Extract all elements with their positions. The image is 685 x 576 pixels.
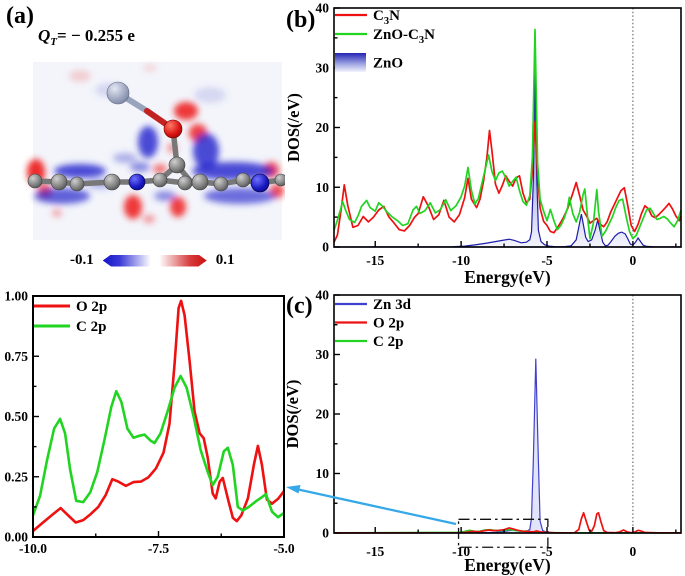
legend-item-C 2p: C 2p <box>34 319 106 335</box>
legend-swatch <box>335 53 366 72</box>
y-tick-label: 0 <box>322 240 329 255</box>
x-tick-label: -10.0 <box>19 541 47 556</box>
legend-label: ZnO <box>373 56 403 72</box>
legend-label: ZnO-C3N <box>373 27 435 46</box>
x-axis-label: Energy(eV) <box>464 555 551 575</box>
y-tick-label: 20 <box>316 120 330 135</box>
carbon-atom <box>213 176 229 192</box>
legend-item-O 2p: O 2p <box>34 299 107 315</box>
carbon-atom <box>69 176 85 192</box>
y-tick-label: 20 <box>316 407 330 422</box>
series-ZnO <box>333 66 682 248</box>
colorbar: -0.1 0.1 <box>70 252 235 269</box>
x-tick-label: -5 <box>541 253 552 268</box>
legend-label: O 2p <box>76 299 107 315</box>
x-tick-label: -7.5 <box>148 541 170 556</box>
carbon-atom <box>27 173 43 189</box>
y-tick-label: 0.00 <box>4 530 28 545</box>
y-tick-label: 10 <box>316 466 330 481</box>
y-tick-label: 30 <box>316 60 330 75</box>
y-tick-label: 0 <box>322 526 329 541</box>
dos-chart-b: -15 -10 -5 0010203040Energy(eV)DOS(/eV)C3NZ… <box>284 1 682 287</box>
legend-item-O 2p: O 2p <box>335 316 404 332</box>
panel-b-label: (b) <box>286 7 316 33</box>
y-tick-label: 10 <box>316 180 330 195</box>
series-O 2p <box>333 511 681 534</box>
carbon-atom <box>50 173 68 191</box>
charge-transfer-label: QT= − 0.255 e <box>38 26 135 48</box>
carbon-atom <box>103 173 121 191</box>
carbon-atom <box>152 172 168 188</box>
colorbar-min-label: -0.1 <box>70 252 94 268</box>
legend-label: O 2p <box>373 316 404 332</box>
series-C 2p <box>31 374 285 519</box>
y-tick-label: 0.50 <box>4 409 28 424</box>
charge-density-field <box>33 62 282 240</box>
legend-label: Zn 3d <box>373 297 412 313</box>
legend-item-Zn 3d: Zn 3d <box>335 297 412 313</box>
series-O 2p <box>32 299 286 532</box>
molecule <box>27 81 285 193</box>
carbon-atom <box>177 175 193 191</box>
colorbar-max-label: 0.1 <box>215 252 235 268</box>
legend-item-ZnO: ZnO <box>335 53 403 72</box>
pdos-zoom-inset: -10.0 -7.5 -5.0 0.00 0.25 0.50 0.75 1.00 O 2p C 2… <box>4 289 295 557</box>
x-tick-label: -15 <box>366 544 384 559</box>
panel-a-label: (a) <box>6 3 34 29</box>
carbon-atom <box>274 173 285 187</box>
x-tick-label: -15 <box>366 253 384 268</box>
legend-item-C3N: C3N <box>335 8 400 27</box>
x-tick-label: -10 <box>452 253 470 268</box>
y-tick-label: 1.00 <box>4 289 28 304</box>
y-tick-label: 40 <box>316 288 330 303</box>
series-Zn 3d <box>333 358 682 534</box>
legend-label: C3N <box>373 8 400 27</box>
carbon-atom <box>191 173 209 191</box>
legend-item-C 2p: C 2p <box>335 334 403 350</box>
x-tick-label: 0 <box>630 544 637 559</box>
carbon-atom <box>235 172 251 188</box>
x-tick-label: 0 <box>630 253 637 268</box>
legend-label: C 2p <box>76 319 106 335</box>
nitrogen-atom <box>128 173 146 191</box>
y-tick-label: 30 <box>316 347 330 362</box>
panel-c-label: (c) <box>286 293 313 319</box>
y-axis-label: DOS(/eV) <box>283 380 302 449</box>
series-ZnO-C3N <box>333 28 682 240</box>
nitrogen-atom <box>250 173 270 193</box>
charge-symbol: Q <box>38 26 51 45</box>
y-tick-label: 0.75 <box>4 349 28 364</box>
y-tick-label: 0.25 <box>4 469 28 484</box>
oxygen-atom <box>163 119 183 139</box>
charge-value: = − 0.255 e <box>57 26 135 45</box>
legend-label: C 2p <box>373 334 403 350</box>
zoom-region-box <box>457 518 549 548</box>
legend-item-ZnO-C3N: ZnO-C3N <box>335 27 435 46</box>
carbon-atom <box>168 156 186 174</box>
y-tick-label: 40 <box>316 1 330 16</box>
x-tick-label: -5.0 <box>273 541 295 556</box>
y-axis-label: DOS(/eV) <box>284 93 303 162</box>
charge-subscript: T <box>50 36 58 48</box>
x-tick-label: -5 <box>541 544 552 559</box>
colorbar-gradient <box>102 254 207 267</box>
x-axis-label: Energy(eV) <box>464 267 551 287</box>
molecule-image <box>27 62 285 240</box>
zinc-atom <box>106 81 130 105</box>
